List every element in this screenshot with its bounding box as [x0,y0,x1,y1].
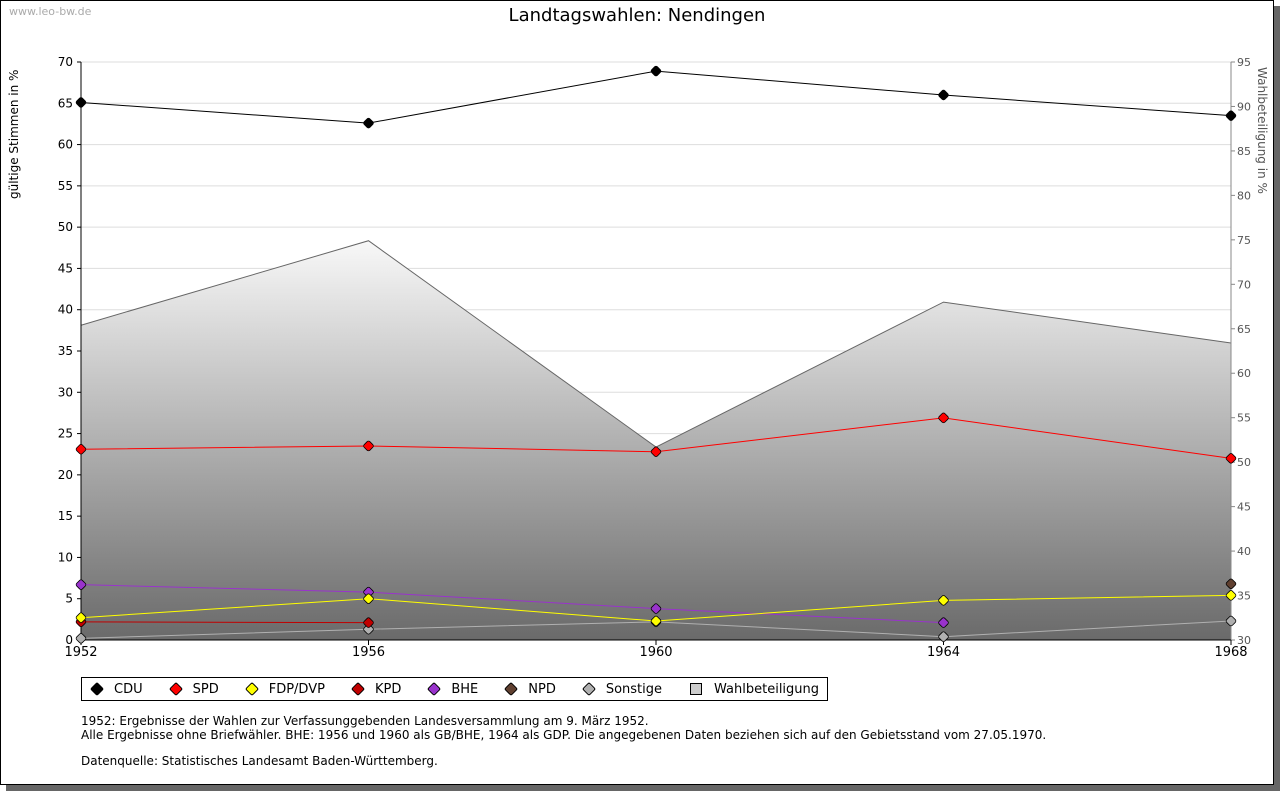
y-tick-label: 5 [65,592,73,606]
y2-tick-label: 40 [1237,545,1251,558]
y2-tick-label: 65 [1237,323,1251,336]
series-line-cdu [80,70,1232,124]
legend-label: BHE [451,681,479,697]
data-point [75,444,87,455]
y-tick-label: 0 [65,633,73,647]
data-point [650,446,662,457]
note-line: Datenquelle: Statistisches Landesamt Bad… [81,754,438,768]
legend-item: BHE [423,682,478,697]
legend-label: SPD [192,681,219,697]
data-point [363,617,374,628]
legend-item: SPD [165,682,219,697]
legend-marker-icon [244,681,259,697]
turnout-area [81,240,1231,640]
y-tick-label: 10 [58,550,73,564]
y-tick-label: 15 [58,509,73,523]
y2-tick-label: 55 [1237,412,1251,425]
legend-item: FDP/DVP [241,682,325,697]
data-point [363,624,374,635]
y-tick-label: 65 [58,96,73,110]
data-point [1225,110,1237,121]
y-tick-label: 20 [58,468,73,482]
legend-item: CDU [86,682,143,697]
data-point [75,579,87,590]
data-point [938,617,949,628]
y2-tick-label: 60 [1237,367,1251,380]
legend-marker-icon [350,681,366,697]
data-point [75,633,87,644]
data-point [363,117,374,129]
y2-tick-label: 30 [1237,634,1251,647]
y-tick-label: 40 [58,303,73,317]
y2-tick-label: 90 [1237,100,1251,113]
data-point [1225,453,1237,464]
legend-label: Wahlbeteiligung [714,681,820,697]
legend-marker-icon [168,681,183,697]
y2-tick-label: 35 [1237,590,1251,603]
y2-tick-label: 70 [1237,278,1251,291]
legend-marker-icon [427,681,442,697]
y2-tick-label: 50 [1237,456,1251,469]
note-line [81,742,1046,754]
note-line: Alle Ergebnisse ohne Briefwähler. BHE: 1… [81,728,1047,742]
legend-item: Wahlbeteiligung [684,682,819,697]
data-point [938,412,949,424]
y-tick-label: 30 [58,385,73,399]
data-point [363,593,374,604]
y-tick-label: 60 [58,138,73,152]
data-point [75,612,87,623]
legend-marker-icon [504,681,519,697]
data-point [1225,590,1237,601]
x-tick-label: 1968 [1214,645,1247,660]
y-tick-label: 25 [58,427,73,441]
data-point [1225,615,1237,627]
y2-tick-label: 80 [1237,189,1251,202]
y-tick-label: 35 [58,344,73,358]
y-tick-label: 45 [58,261,73,275]
y-tick-label: 55 [58,179,73,193]
y2-tick-label: 95 [1237,56,1251,69]
data-point [363,440,374,452]
legend-item: KPD [347,682,401,697]
data-point [938,89,949,101]
data-point [938,595,949,606]
data-point [650,603,662,614]
legend-label: NPD [528,681,556,697]
legend: CDU SPD FDP/DVP KPD BHE NPD Sonstige Wahlbeteil… [81,677,829,701]
series-line-kpd [80,621,369,624]
legend-label: KPD [374,681,402,697]
notes: 1952: Ergebnisse der Wahlen zur Verfassu… [81,714,1046,768]
data-point [650,615,662,627]
data-point [363,586,374,598]
legend-marker-icon [89,681,105,697]
legend-area-icon [690,683,703,695]
y-tick-label: 70 [58,55,73,69]
note-line: 1952: Ergebnisse der Wahlen zur Verfassu… [81,714,649,728]
chart-title: Landtagswahlen: Nendingen [508,5,766,26]
x-tick-label: 1960 [639,645,672,660]
legend-label: CDU [114,681,143,697]
series-line-bhe [80,584,944,624]
x-tick-label: 1952 [64,645,97,660]
x-tick-label: 1956 [352,645,385,660]
source-label: www.leo-bw.de [9,5,92,18]
legend-label: FDP/DVP [268,681,325,697]
y2-tick-label: 75 [1237,234,1251,247]
x-tick-label: 1964 [927,645,960,660]
legend-item: NPD [500,682,556,697]
legend-label: Sonstige [605,681,663,697]
y-tick-label: 50 [58,220,73,234]
data-point [75,97,87,108]
data-point [1225,578,1237,590]
y2-tick-label: 45 [1237,501,1251,514]
data-point [938,631,949,642]
data-point [650,65,662,77]
y2-tick-label: 85 [1237,145,1251,158]
plot-area: 0 5 10 15 20 25 30 35 40 45 50 55 60 65 70 30 35 40 45 50 55… [58,55,1251,660]
legend-marker-icon [581,681,596,697]
legend-item: Sonstige [578,682,662,697]
